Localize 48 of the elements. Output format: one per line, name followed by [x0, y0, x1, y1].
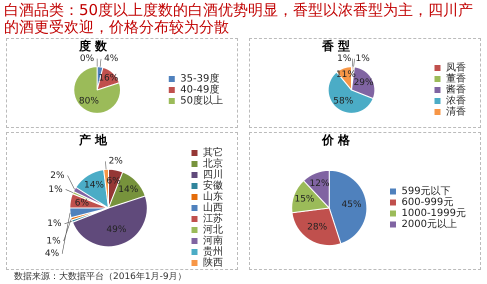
legend-label: 安徽 — [203, 180, 223, 192]
data-label: 80% — [78, 96, 100, 107]
legend-label: 江苏 — [203, 212, 223, 225]
data-label: 2% — [108, 156, 124, 167]
legend-label: 山西 — [203, 202, 223, 214]
chart-title: 产 地 — [78, 133, 108, 147]
legend-label: 1000-1999元 — [401, 208, 466, 220]
legend-label: 35-39度 — [180, 72, 220, 85]
data-label: 14% — [84, 180, 104, 190]
legend-label: 陕西 — [203, 256, 223, 269]
data-label: 1% — [46, 236, 62, 246]
legend-label: 其它 — [203, 146, 223, 159]
chart-title: 价 格 — [320, 133, 352, 147]
legend-label: 清香 — [446, 106, 466, 118]
data-label: 15% — [294, 194, 315, 204]
data-label: 45% — [342, 200, 362, 210]
legend-label: 贵州 — [203, 246, 223, 258]
data-label: 1% — [47, 219, 62, 230]
data-label: 4% — [104, 54, 119, 64]
data-label: 28% — [307, 222, 328, 232]
data-label: 14% — [118, 184, 139, 195]
data-label: 4% — [44, 249, 60, 260]
legend-label: 2000元以上 — [401, 218, 457, 230]
legend-label: 600-999元 — [401, 197, 454, 208]
data-label: 29% — [354, 78, 374, 88]
data-label: 1% — [355, 54, 370, 64]
legend-label: 40-49度 — [180, 84, 220, 96]
data-label: 2% — [50, 170, 66, 181]
legend-label: 河南 — [203, 234, 223, 247]
legend-label: 凤香 — [446, 62, 466, 74]
legend-label: 董香 — [446, 72, 466, 85]
legend-label: 山东 — [203, 190, 223, 203]
legend-label: 河北 — [203, 224, 223, 236]
data-label: 49% — [106, 225, 127, 236]
data-label: 1% — [337, 54, 352, 64]
legend-label: 浓香 — [446, 94, 466, 107]
chart-title: 度 数 — [78, 39, 108, 53]
legend-label: 50度以上 — [180, 94, 224, 107]
data-label: 1% — [48, 184, 64, 195]
text: 0% — [80, 54, 94, 64]
legend-label: 酱香 — [446, 84, 466, 96]
data-label: 58% — [333, 96, 354, 107]
chart-title: 香 型 — [320, 39, 352, 53]
legend-label: 599元以下 — [401, 185, 451, 198]
legend-label: 北京 — [203, 158, 223, 170]
source-note: 数据来源：大数据平台（2016年1月-9月） — [14, 271, 187, 283]
text: 白酒品类：50度以上度数的白酒优势明显，香型以浓香型为主，四川产的酒更受欢迎，价格分布较为分散 — [4, 1, 474, 36]
legend-label: 四川 — [203, 168, 223, 181]
